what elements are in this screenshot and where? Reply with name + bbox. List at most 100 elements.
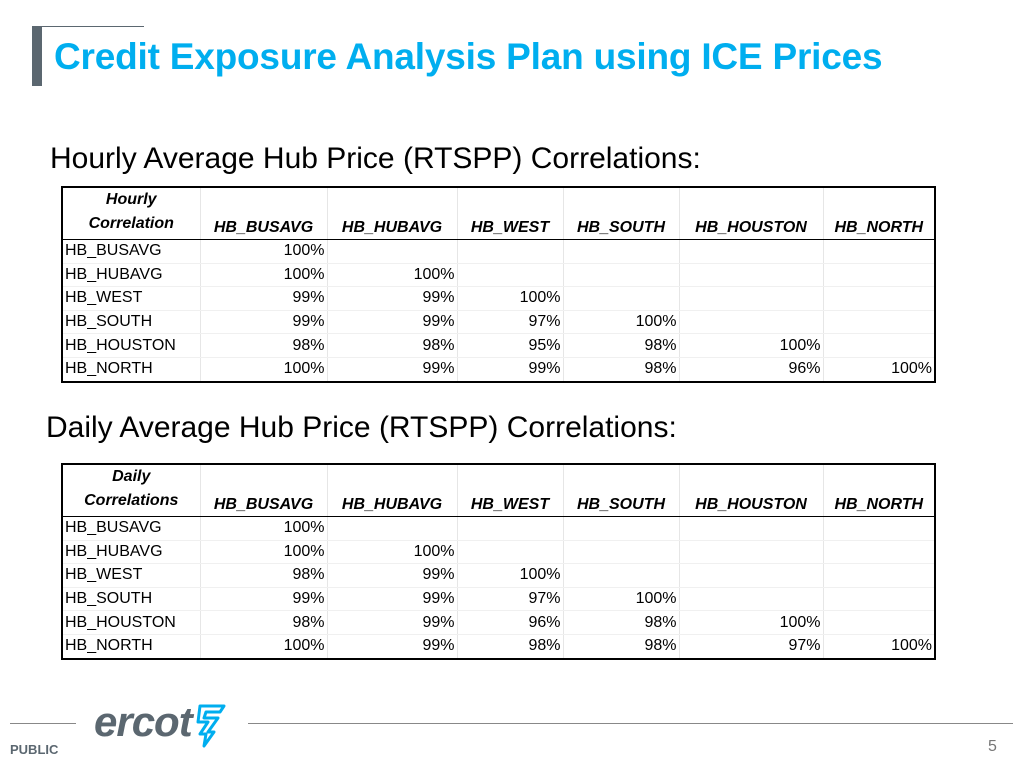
table-cell: 100% <box>679 610 824 635</box>
row-label: HB_BUSAVG <box>62 239 201 264</box>
table-cell: 98% <box>563 634 680 660</box>
table-cell <box>327 516 458 541</box>
table-cell: 98% <box>327 333 458 358</box>
table-header-row: Daily Correlations HB_BUSAVG HB_HUBAVG H… <box>62 464 936 517</box>
classification-label: PUBLIC <box>10 742 59 757</box>
table-row: HB_HOUSTON 98% 99% 96% 98% 100% <box>62 610 936 635</box>
table-cell <box>457 239 564 264</box>
table-cell: 99% <box>200 286 328 311</box>
table-cell <box>457 540 564 565</box>
table-cell: 98% <box>457 634 564 660</box>
column-header: HB_WEST <box>457 187 564 240</box>
column-header: HB_HOUSTON <box>679 464 824 517</box>
table-cell: 99% <box>327 310 458 335</box>
table-cell: 100% <box>327 540 458 565</box>
table-cell: 100% <box>457 286 564 311</box>
column-header: HB_HOUSTON <box>679 187 824 240</box>
column-header: HB_NORTH <box>823 464 936 517</box>
footer-divider-left <box>10 723 76 724</box>
table-cell: 100% <box>200 540 328 565</box>
table-cell <box>563 263 680 288</box>
row-label: HB_HOUSTON <box>62 333 201 358</box>
table-cell: 99% <box>457 357 564 383</box>
row-label: HB_SOUTH <box>62 310 201 335</box>
table-cell <box>327 239 458 264</box>
table-cell <box>563 286 680 311</box>
table-cell: 100% <box>823 634 936 660</box>
table-row: HB_BUSAVG 100% <box>62 239 936 264</box>
corner-line1: Hourly <box>105 191 157 208</box>
table-cell: 100% <box>823 357 936 383</box>
table-cell: 100% <box>200 357 328 383</box>
table-cell: 99% <box>327 563 458 588</box>
daily-correlation-table: Daily Correlations HB_BUSAVG HB_HUBAVG H… <box>61 463 936 660</box>
table-cell: 98% <box>563 357 680 383</box>
table-cell: 98% <box>200 610 328 635</box>
table-header-row: Hourly Correlation HB_BUSAVG HB_HUBAVG H… <box>62 187 936 240</box>
column-header: HB_BUSAVG <box>200 187 328 240</box>
table-cell: 96% <box>457 610 564 635</box>
ercot-logo: ercot <box>94 700 234 750</box>
table-cell <box>823 239 936 264</box>
table-cell: 99% <box>327 587 458 612</box>
table-cell: 99% <box>327 286 458 311</box>
table-row: HB_NORTH 100% 99% 99% 98% 96% 100% <box>62 357 936 383</box>
table-cell: 100% <box>200 263 328 288</box>
column-header: HB_HUBAVG <box>327 464 458 517</box>
column-header: HB_BUSAVG <box>200 464 328 517</box>
corner-line1: Daily <box>112 468 151 485</box>
row-label: HB_SOUTH <box>62 587 201 612</box>
table-row: HB_HUBAVG 100% 100% <box>62 540 936 565</box>
table-cell: 100% <box>457 563 564 588</box>
row-label: HB_NORTH <box>62 357 201 383</box>
table-cell: 96% <box>679 357 824 383</box>
table-row: HB_BUSAVG 100% <box>62 516 936 541</box>
hourly-heading: Hourly Average Hub Price (RTSPP) Correla… <box>50 142 701 175</box>
column-header: HB_WEST <box>457 464 564 517</box>
table-cell <box>823 540 936 565</box>
row-label: HB_WEST <box>62 286 201 311</box>
table-cell: 97% <box>457 587 564 612</box>
table-cell <box>457 516 564 541</box>
table-cell <box>823 263 936 288</box>
table-cell <box>679 587 824 612</box>
column-header: HB_NORTH <box>823 187 936 240</box>
hourly-correlation-table: Hourly Correlation HB_BUSAVG HB_HUBAVG H… <box>61 186 936 383</box>
corner-header: Hourly Correlation <box>62 187 201 240</box>
table-cell: 100% <box>679 333 824 358</box>
logo-wordmark: ercot <box>94 698 193 745</box>
table-cell <box>563 516 680 541</box>
table-cell <box>823 516 936 541</box>
table-cell: 99% <box>327 357 458 383</box>
table-row: HB_WEST 99% 99% 100% <box>62 286 936 311</box>
table-cell <box>823 286 936 311</box>
table-cell <box>823 587 936 612</box>
page-number: 5 <box>988 738 997 755</box>
table-cell <box>679 286 824 311</box>
table-row: HB_HOUSTON 98% 98% 95% 98% 100% <box>62 333 936 358</box>
row-label: HB_HOUSTON <box>62 610 201 635</box>
table-cell: 97% <box>457 310 564 335</box>
table-cell: 100% <box>563 587 680 612</box>
row-label: HB_BUSAVG <box>62 516 201 541</box>
daily-heading: Daily Average Hub Price (RTSPP) Correlat… <box>46 411 677 444</box>
table-cell <box>679 540 824 565</box>
table-row: HB_WEST 98% 99% 100% <box>62 563 936 588</box>
table-cell <box>679 563 824 588</box>
table-cell: 98% <box>200 563 328 588</box>
footer-divider-right <box>248 723 1013 724</box>
table-cell: 95% <box>457 333 564 358</box>
column-header: HB_SOUTH <box>563 464 680 517</box>
column-header: HB_SOUTH <box>563 187 680 240</box>
table-cell: 100% <box>200 634 328 660</box>
table-cell <box>679 263 824 288</box>
table-cell: 99% <box>327 610 458 635</box>
table-row: HB_NORTH 100% 99% 98% 98% 97% 100% <box>62 634 936 660</box>
title-accent-bar <box>32 26 42 86</box>
table-cell: 97% <box>679 634 824 660</box>
table-cell: 100% <box>200 239 328 264</box>
table-cell: 99% <box>200 587 328 612</box>
table-cell: 99% <box>327 634 458 660</box>
corner-line2: Correlation <box>88 215 174 232</box>
column-header: HB_HUBAVG <box>327 187 458 240</box>
